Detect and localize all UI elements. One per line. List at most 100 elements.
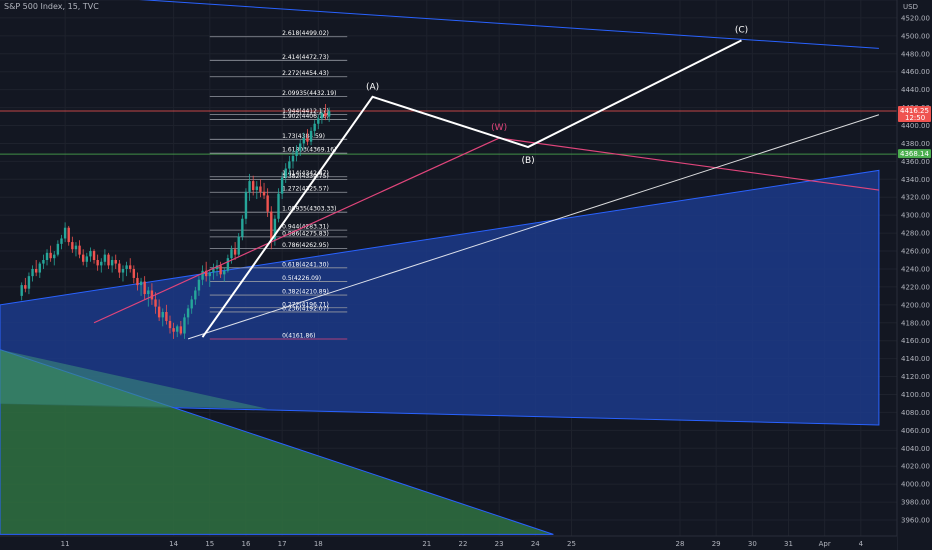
candle-body (53, 254, 56, 259)
y-tick-label: 4040.00 (901, 445, 930, 453)
y-tick-label: 4160.00 (901, 337, 930, 345)
x-tick-label: 24 (531, 540, 540, 548)
blue-channel-zone (0, 169, 880, 426)
x-tick-label: 29 (712, 540, 721, 548)
candle-body (96, 260, 99, 266)
candle-body (92, 251, 96, 260)
candle-body (31, 268, 34, 277)
candle-body (85, 256, 89, 262)
y-axis-panel (897, 0, 932, 550)
fib-level-label: 0.944(4283.31) (282, 224, 329, 231)
candle-body (320, 112, 324, 119)
candle-body (212, 268, 215, 273)
fib-level-label: 1.61803(4369.16) (282, 147, 336, 154)
candle-body (60, 238, 63, 244)
price-tag (898, 149, 931, 159)
candle-body (186, 308, 190, 318)
x-tick-label: 30 (748, 540, 757, 548)
candle-body (161, 312, 164, 318)
candle-body (317, 118, 320, 124)
candle-body (136, 277, 139, 286)
candle-body (201, 270, 204, 280)
candle-body (288, 161, 291, 169)
x-tick-label: 14 (169, 540, 178, 548)
candle-body (324, 112, 327, 117)
candle-body (118, 263, 121, 273)
y-tick-label: 4500.00 (901, 32, 930, 40)
candle-body (172, 328, 175, 332)
candle-body (259, 186, 262, 192)
fib-level-label: 1.414(4342.87) (282, 170, 329, 177)
candle-body (262, 191, 266, 196)
price-tag-time: 12:50 (905, 114, 925, 122)
candle-body (183, 317, 186, 334)
fib-level-label: 1.902(4406.76) (282, 113, 329, 120)
candle-body (20, 285, 23, 296)
candle-body (74, 245, 78, 250)
candle-body (277, 193, 280, 219)
candle-body (100, 261, 103, 266)
y-tick-label: 4180.00 (901, 319, 930, 327)
y-tick-label: 4360.00 (901, 158, 930, 166)
candle-body (42, 260, 45, 264)
fib-level-label: 0.786(4262.95) (282, 242, 329, 249)
candle-body (230, 249, 233, 259)
x-tick-label: Apr (819, 540, 831, 548)
candle-body (49, 252, 52, 259)
fib-level-label: 0.886(4275.83) (282, 230, 329, 237)
fib-level-label: 0(4161.86) (282, 333, 315, 340)
candle-body (81, 254, 85, 262)
y-tick-label: 4300.00 (901, 212, 930, 220)
fib-level-label: 1.272(4325.57) (282, 186, 329, 193)
candle-body (114, 260, 117, 264)
y-tick-label: 4380.00 (901, 140, 930, 148)
x-tick-label: 28 (676, 540, 685, 548)
price-tag-value: 4416.25 (900, 107, 929, 115)
plot-area: 2.618(4499.02) 2.414(4472.73) 2.272(4454.4… (0, 0, 897, 536)
candle-body (89, 251, 92, 257)
candle-body (244, 191, 248, 219)
x-tick-label: 23 (495, 540, 504, 548)
candle-body (24, 285, 27, 289)
candle-body (295, 150, 298, 156)
wave-label: (A) (366, 83, 379, 93)
candle-body (168, 320, 172, 329)
currency-label: USD (903, 3, 918, 11)
fib-level-label: 0.5(4226.09) (282, 275, 321, 282)
elliott-wave-path (201, 39, 742, 338)
y-tick-label: 4520.00 (901, 14, 930, 22)
y-tick-label: 4280.00 (901, 230, 930, 238)
candle-body (165, 312, 168, 321)
candle-body (125, 265, 128, 269)
fib-level-label: 1.382(4339.75) (282, 173, 329, 180)
candle-body (71, 242, 74, 250)
candle-body (154, 299, 157, 307)
candle-body (313, 123, 316, 131)
y-tick-label: 4480.00 (901, 50, 930, 58)
price-tag-value: 4368.14 (900, 150, 929, 158)
x-tick-label: 31 (784, 540, 793, 548)
candle-body (226, 258, 230, 271)
y-tick-label: 4120.00 (901, 373, 930, 381)
y-tick-label: 4080.00 (901, 409, 930, 417)
x-tick-label: 11 (61, 540, 70, 548)
candle-body (197, 279, 201, 291)
fib-level-label: 0.236(4192.07) (282, 305, 329, 312)
candle-body (150, 290, 154, 300)
candle-body (223, 270, 226, 275)
candle-body (176, 326, 179, 332)
fib-level-label: 1.09935(4303.33) (282, 206, 336, 213)
x-tick-label: 16 (241, 540, 250, 548)
x-tick-label: 21 (422, 540, 431, 548)
price-tag (898, 105, 931, 122)
y-tick-label: 4200.00 (901, 301, 930, 309)
candle-body (280, 177, 284, 194)
x-axis-panel (0, 536, 897, 550)
candle-body (302, 138, 306, 144)
candle-body (27, 276, 31, 289)
fib-level-label: 0.618(4241.30) (282, 261, 329, 268)
pink-trend-line (93, 137, 500, 324)
candle-body (327, 111, 331, 117)
fib-level-label: 2.414(4472.73) (282, 54, 329, 61)
